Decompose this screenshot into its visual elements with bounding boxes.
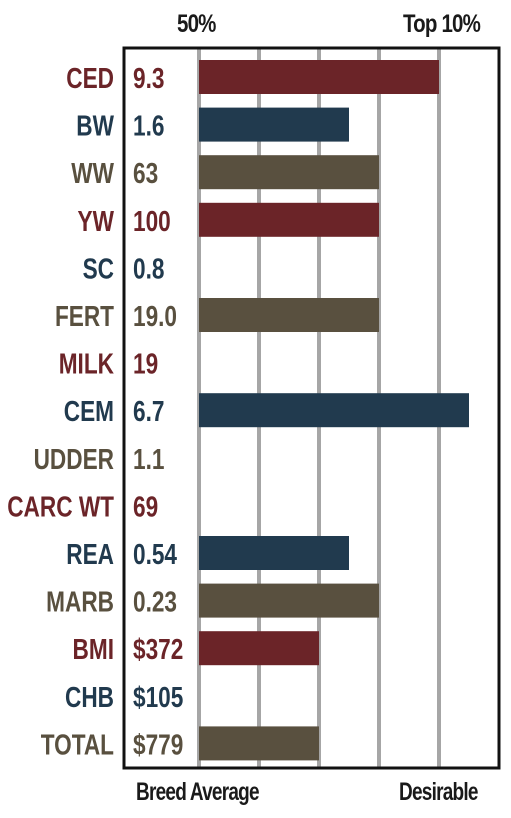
- bar-bw: [199, 107, 349, 142]
- bar-yw: [199, 202, 379, 237]
- value-label: 1.6: [133, 109, 164, 142]
- value-label: 69: [133, 490, 158, 523]
- trait-label: UDDER: [34, 442, 115, 475]
- trait-label: WW: [71, 156, 114, 189]
- value-label: 19: [133, 347, 158, 380]
- value-label: $779: [133, 728, 183, 761]
- value-labels: 9.3 1.6 63 100 0.8 19.0 19 6.7 1.1 69 0.54 0.23 $372…: [133, 61, 183, 761]
- bar-ced: [199, 60, 439, 94]
- value-label: 0.8: [133, 252, 164, 285]
- bar-ww: [199, 155, 379, 190]
- bar-marb: [199, 583, 379, 618]
- bar-total: [199, 726, 319, 761]
- trait-label: MARB: [46, 585, 114, 618]
- value-label: 1.1: [133, 442, 164, 475]
- trait-label: SC: [83, 252, 115, 285]
- value-label: $372: [133, 632, 183, 665]
- trait-label: REA: [66, 537, 114, 570]
- footer-label-breed-average: Breed Average: [136, 778, 260, 806]
- chart-frame: [122, 46, 501, 770]
- trait-labels: CED BW WW YW SC FERT MILK CEM UDDER CARC WT REA MAR…: [7, 61, 114, 761]
- header-label-top10: Top 10%: [403, 10, 481, 38]
- trait-label: TOTAL: [41, 728, 114, 761]
- value-label: 6.7: [133, 394, 164, 427]
- bar-cem: [199, 393, 469, 428]
- trait-label: MILK: [59, 347, 114, 380]
- trait-label: CHB: [65, 680, 114, 713]
- header-label-50pct: 50%: [177, 10, 216, 38]
- value-label: $105: [133, 680, 183, 713]
- value-label: 100: [133, 204, 171, 237]
- trait-label: YW: [78, 204, 115, 237]
- trait-label: BMI: [73, 632, 114, 665]
- value-label: 0.54: [133, 537, 177, 570]
- trait-label: CED: [66, 61, 114, 94]
- value-label: 9.3: [133, 61, 164, 94]
- bar-bmi: [199, 631, 319, 666]
- value-label: 0.23: [133, 585, 177, 618]
- trait-label: FERT: [55, 299, 114, 332]
- value-label: 63: [133, 156, 158, 189]
- value-label: 19.0: [133, 299, 177, 332]
- trait-label: CARC WT: [7, 490, 114, 523]
- bar-fert: [199, 298, 379, 332]
- bars: [199, 60, 469, 761]
- bar-rea: [199, 536, 349, 570]
- trait-label: CEM: [64, 394, 114, 427]
- trait-label: BW: [76, 109, 114, 142]
- footer-label-desirable: Desirable: [399, 778, 478, 806]
